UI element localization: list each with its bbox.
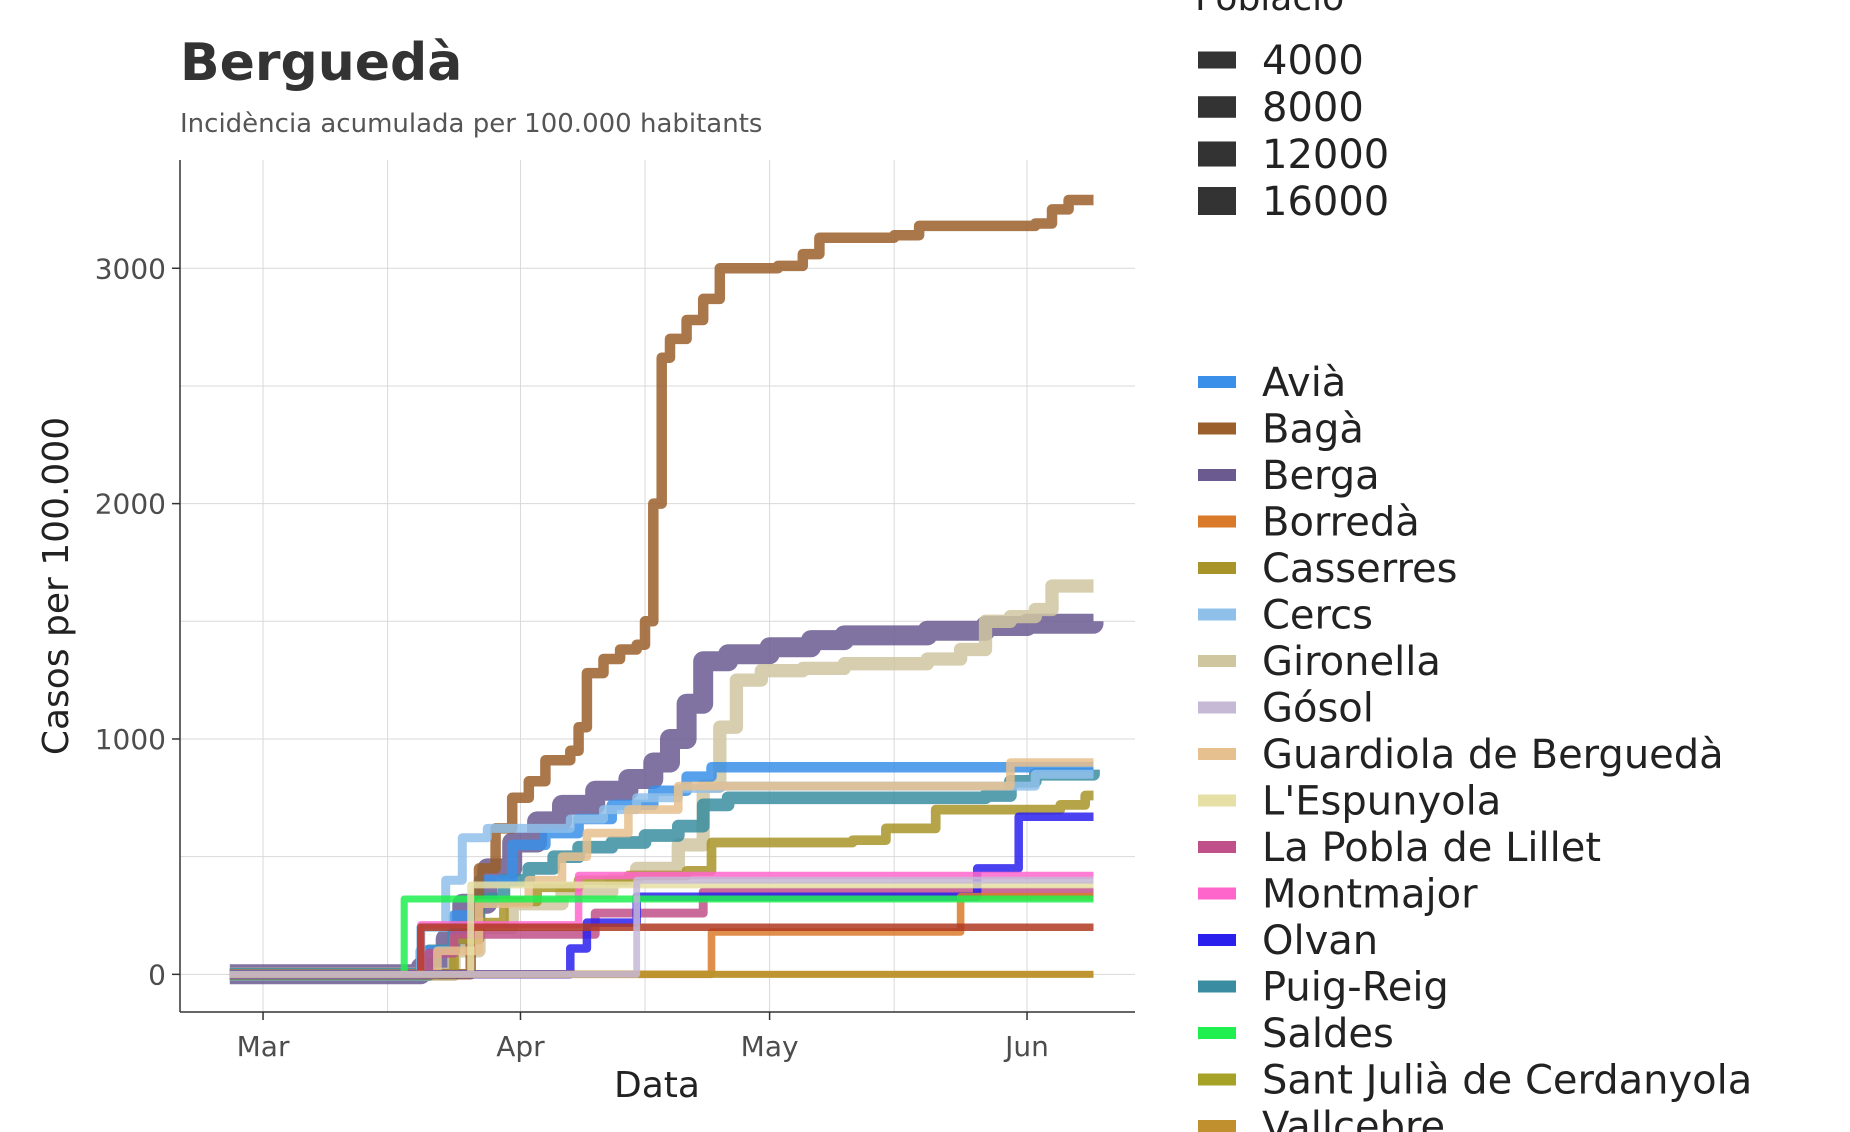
color-legend-label: Bagà [1262,407,1364,453]
color-legend-label: Borredà [1262,500,1420,546]
axes [179,160,1135,1013]
color-legend-key [1198,1027,1236,1039]
color-legend-key [1198,422,1236,435]
size-legend-label: 16000 [1262,179,1389,225]
color-legend-label: Guardiola de Berguedà [1262,732,1724,778]
color-legend-label: Montmajor [1262,872,1478,918]
color-legend-label: La Pobla de Lillet [1262,825,1601,871]
series-line [229,579,1094,981]
size-legend-label: 12000 [1262,132,1389,178]
x-axis-title: Data [614,1065,700,1106]
color-legend-key [1198,608,1236,621]
series-lines [229,194,1104,985]
series-line [229,876,1094,978]
size-legend-key [1198,187,1236,215]
color-legend-label: L'Espunyola [1262,779,1501,825]
color-legend-key [1198,794,1236,807]
color-legend-label: Gironella [1262,639,1441,685]
size-legend-key [1198,96,1236,118]
x-tick-label: Mar [237,1030,290,1063]
chart-title: Berguedà [180,33,462,93]
color-legend-label: Casserres [1262,546,1458,592]
color-legend-label: Sant Julià de Cerdanyola [1262,1058,1752,1104]
size-legend-title: Població [1195,0,1344,19]
color-legend-label: Cercs [1262,593,1373,639]
color-legend-label: Berga [1262,453,1380,499]
color-legend-key [1198,1073,1236,1086]
y-axis-title: Casos per 100.000 [36,417,77,755]
chart-subtitle: Incidència acumulada per 100.000 habitan… [180,109,762,139]
color-legend-key [1198,748,1236,760]
color-legend-label: Avià [1262,360,1346,406]
y-tick-label: 0 [148,958,166,991]
series-line [229,892,1094,979]
color-legend-key [1198,934,1236,946]
color-legend-key [1198,701,1236,714]
series-line [229,613,1104,985]
color-legend-key [1198,841,1236,853]
color-legend-key [1198,655,1236,667]
color-legend-key [1198,376,1236,388]
y-tick-label: 1000 [95,723,166,756]
color-legend-key [1198,1120,1236,1132]
series-line [229,194,1094,980]
color-legend-label: Puig-Reig [1262,965,1449,1011]
color-legend-key [1198,469,1236,481]
color-legend-label: Gósol [1262,686,1374,732]
color-legend-key [1198,887,1236,900]
size-legend-label: 4000 [1262,38,1364,84]
color-legend-key [1198,515,1236,528]
size-legend-key [1198,141,1236,167]
series-line [229,758,1094,979]
y-tick-label: 2000 [95,488,166,521]
color-legend-label: Olvan [1262,918,1378,964]
x-tick-label: Jun [1003,1030,1049,1063]
color-legend-key [1198,980,1236,993]
color-legend-label: Saldes [1262,1011,1394,1057]
tick-labels: 0 1000 2000 3000 Mar Apr May Jun [95,252,1049,1063]
x-tick-label: Apr [496,1030,545,1063]
color-legend-key [1198,562,1236,574]
color-legend-label: Vallcebre [1262,1104,1445,1132]
size-legend-key [1198,51,1236,69]
y-tick-label: 3000 [95,252,166,285]
x-tick-label: May [741,1030,799,1063]
size-legend-label: 8000 [1262,85,1364,131]
color-legend: AviàBagàBergaBorredàCasserresCercsGirone… [1198,360,1752,1132]
